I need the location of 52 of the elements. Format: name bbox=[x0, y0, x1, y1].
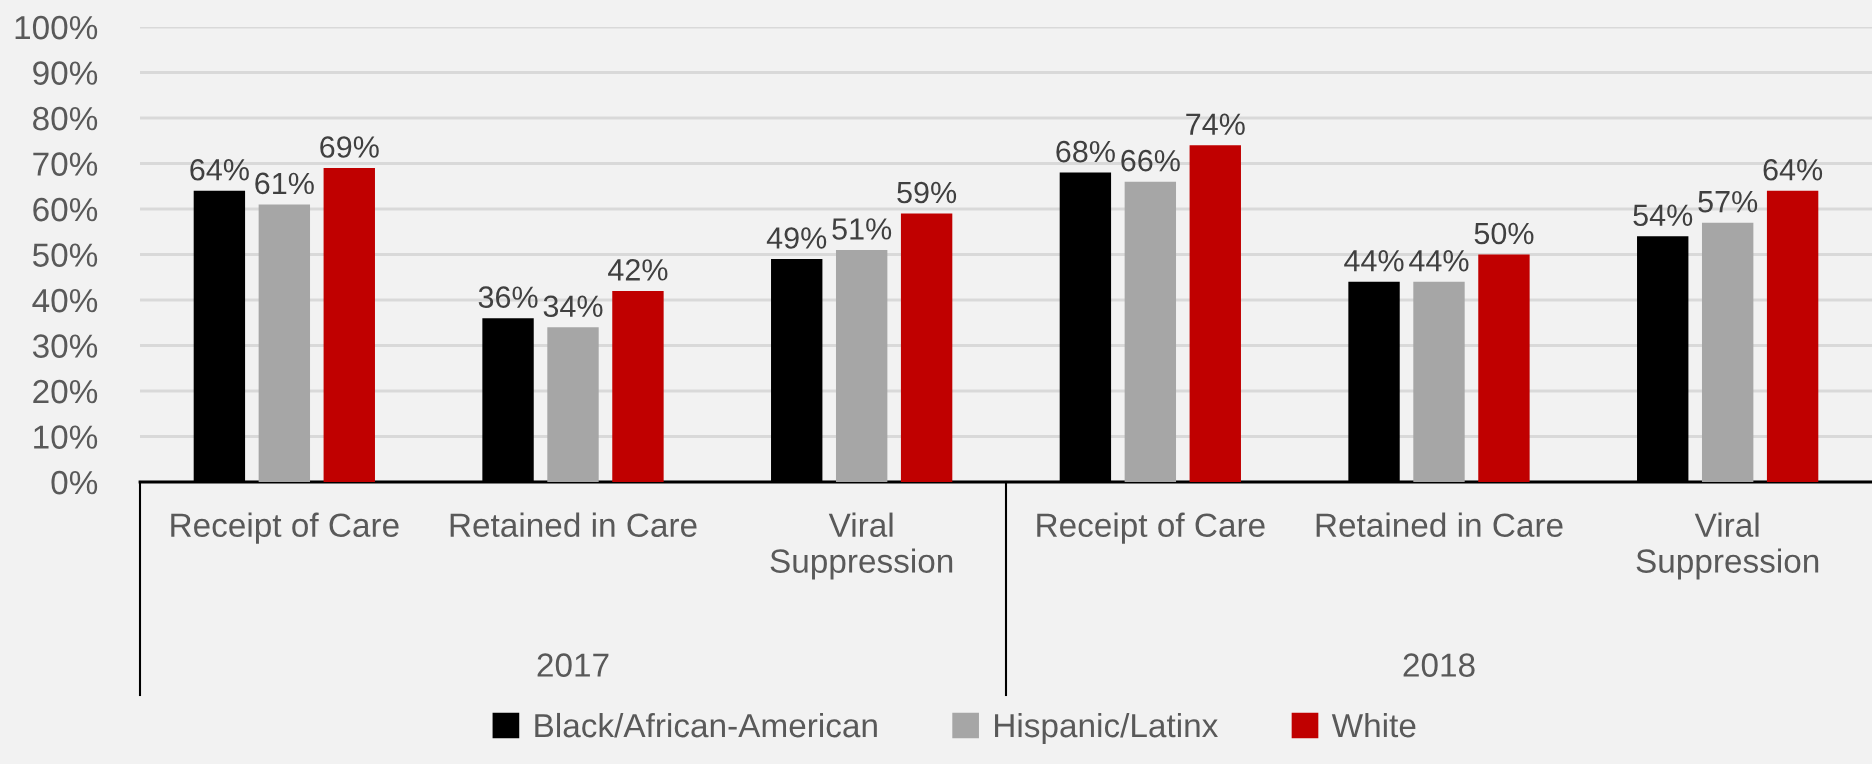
y-tick-label: 90% bbox=[33, 61, 98, 85]
x-tick-label: Receipt of Care bbox=[1037, 512, 1265, 544]
data-label: 49% bbox=[766, 227, 827, 249]
x-tick-label: Retained in Care bbox=[450, 512, 697, 538]
y-tick-label: 30% bbox=[32, 334, 98, 358]
bar bbox=[1766, 190, 1819, 482]
text: 2017 bbox=[537, 653, 609, 677]
data-label: 66% bbox=[1121, 149, 1180, 172]
data-label: 34% bbox=[543, 295, 603, 318]
y-tick-label: 100% bbox=[15, 15, 98, 40]
data-label: 69% bbox=[320, 136, 379, 158]
data-label: 61% bbox=[255, 172, 314, 195]
bar bbox=[1189, 145, 1241, 482]
data-label: 50% bbox=[1474, 222, 1534, 245]
x-tick-label: Viral Suppression bbox=[1636, 512, 1819, 580]
data-label: 74% bbox=[1186, 113, 1245, 135]
y-tick-label: 60% bbox=[33, 197, 98, 222]
legend-label: Black/African-American bbox=[535, 712, 877, 738]
data-label: 42% bbox=[608, 259, 668, 281]
legend-label: Hispanic/Latinx bbox=[995, 712, 1218, 744]
bar bbox=[1124, 181, 1177, 482]
y-tick-label: 0% bbox=[51, 470, 98, 495]
text: 2018 bbox=[1403, 653, 1475, 677]
y-tick-label: 70% bbox=[33, 152, 98, 176]
bar bbox=[1413, 281, 1465, 482]
data-label: 44% bbox=[1344, 250, 1404, 272]
bar bbox=[258, 204, 311, 482]
bar bbox=[323, 168, 375, 482]
x-tick-label: Viral Suppression bbox=[770, 512, 953, 580]
bar bbox=[1478, 254, 1530, 482]
data-label: 54% bbox=[1633, 204, 1693, 227]
data-label: 68% bbox=[1056, 140, 1115, 163]
data-label: 59% bbox=[897, 181, 957, 204]
data-label: 64% bbox=[1763, 158, 1823, 181]
bar bbox=[835, 249, 888, 482]
data-label: 57% bbox=[1698, 190, 1758, 213]
y-tick-label: 80% bbox=[33, 106, 98, 131]
bar bbox=[900, 213, 953, 482]
bar bbox=[612, 290, 664, 482]
data-label: 36% bbox=[478, 286, 538, 308]
y-tick-label: 50% bbox=[32, 243, 98, 267]
data-label: 44% bbox=[1409, 250, 1469, 272]
legend-label: White bbox=[1331, 712, 1416, 738]
x-tick-label: Receipt of Care bbox=[171, 512, 399, 544]
bar bbox=[547, 327, 599, 482]
bar bbox=[1701, 222, 1754, 482]
y-tick-label: 20% bbox=[33, 379, 98, 404]
data-label: 64% bbox=[190, 158, 249, 181]
data-label: 51% bbox=[832, 218, 892, 240]
y-tick-label: 40% bbox=[32, 288, 98, 313]
x-tick-label: Retained in Care bbox=[1316, 512, 1563, 538]
y-tick-label: 10% bbox=[34, 425, 98, 449]
